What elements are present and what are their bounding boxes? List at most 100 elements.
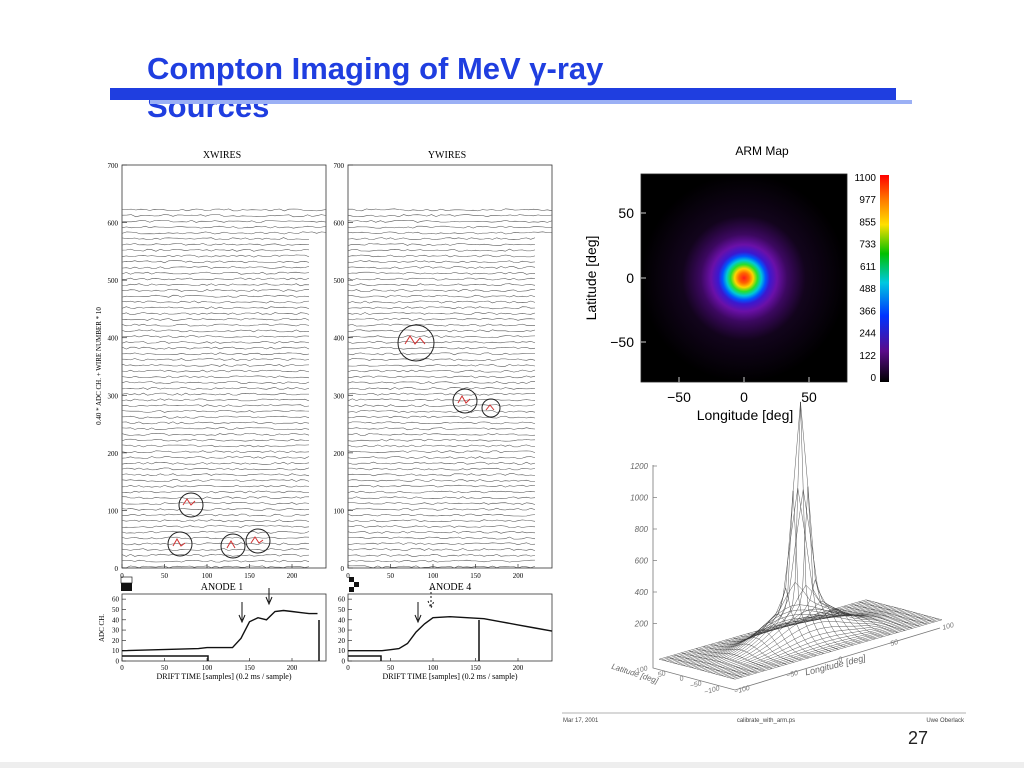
anode1-arrow-1 xyxy=(238,602,246,624)
y-tick-label: 0 xyxy=(626,270,634,286)
title-underline-bar xyxy=(110,88,896,100)
y-tick-label: 600 xyxy=(334,220,345,228)
arm-map-ylabel: Latitude [deg] xyxy=(583,236,599,321)
surface-mesh-line xyxy=(732,622,809,659)
surface-mesh-line xyxy=(769,486,846,648)
wire-trace xyxy=(121,225,327,229)
hit-circle xyxy=(481,398,501,418)
wire-trace xyxy=(347,381,536,384)
wire-trace xyxy=(347,554,536,557)
wire-trace xyxy=(121,450,310,453)
wire-trace xyxy=(347,548,536,551)
surface-mesh-line xyxy=(799,608,876,639)
y-tick-label: 200 xyxy=(334,450,345,458)
wire-trace xyxy=(121,237,310,240)
surface-mesh-line xyxy=(858,601,935,623)
wire-trace xyxy=(347,542,536,545)
wire-trace xyxy=(347,433,536,436)
wire-trace xyxy=(347,473,536,477)
surface-mesh-line xyxy=(734,619,943,680)
wire-trace xyxy=(347,312,536,315)
wire-trace xyxy=(121,415,310,419)
anode1-y-ticks: 0 10 20 30 40 50 60 xyxy=(112,596,126,666)
anode4-y-ticks: 0 10 20 30 40 50 60 xyxy=(338,596,352,666)
y-tick-label: 40 xyxy=(338,616,346,624)
x-tick-label: −100 xyxy=(734,685,751,696)
surface-mesh-line xyxy=(725,630,802,661)
y-tick-label: 10 xyxy=(338,647,346,655)
wire-trace xyxy=(347,421,536,425)
wire-trace xyxy=(347,559,536,563)
wire-trace xyxy=(347,266,536,269)
x-tick-label: 0 xyxy=(740,389,748,405)
anode1-indicator-fill xyxy=(121,583,132,591)
surface-mesh-line xyxy=(784,600,861,644)
wire-trace xyxy=(121,289,310,292)
surface-mesh-line xyxy=(777,578,854,646)
y-tick-label: 300 xyxy=(334,392,345,400)
wire-trace xyxy=(121,548,310,551)
wire-trace xyxy=(121,427,310,430)
y-tick-label: 30 xyxy=(112,627,120,635)
footer-date: Mar 17, 2001 xyxy=(563,718,599,724)
wire-trace xyxy=(121,410,310,413)
wire-trace xyxy=(347,398,536,402)
x-tick-label: 0 xyxy=(838,656,844,664)
anode4-xlabel: DRIFT TIME [samples] (0.2 ms / sample) xyxy=(382,672,517,681)
surface-mesh xyxy=(658,401,943,680)
wire-trace xyxy=(121,565,310,569)
x-tick-label: 0 xyxy=(346,572,350,580)
colorbar-tick-label: 1100 xyxy=(854,173,876,184)
x-tick-label: 150 xyxy=(470,664,481,672)
anode4-arrow-2 xyxy=(427,588,435,610)
x-tick-label: 50 xyxy=(387,572,395,580)
anode1-panel: ANODE 1 0 10 20 30 40 50 60 0 50 100 150 200 ADC C… xyxy=(98,576,327,681)
wire-trace xyxy=(347,444,536,448)
wire-trace xyxy=(347,450,536,454)
title-underline-shadow xyxy=(150,100,912,104)
wire-trace xyxy=(347,565,536,569)
arm-map-y-ticks: 50 0 −50 xyxy=(610,205,646,350)
colorbar-tick-label: 733 xyxy=(859,240,876,251)
wire-trace xyxy=(121,525,310,528)
anode4-frame xyxy=(347,593,553,662)
arm-map: ARM Map 1100 977 855 733 611 488 366 244 122 0 −5… xyxy=(583,144,889,423)
wire-trace xyxy=(121,456,310,459)
anode4-panel: ANODE 4 0 10 20 30 40 50 60 0 50 100 150 200 DRIFT… xyxy=(338,577,553,681)
x-tick-label: 0 xyxy=(346,664,350,672)
wire-trace xyxy=(121,363,310,367)
wire-trace xyxy=(121,358,310,361)
surface-mesh-line xyxy=(681,652,758,673)
wire-trace xyxy=(347,496,536,499)
wire-trace xyxy=(121,467,310,471)
wire-trace xyxy=(121,421,310,425)
wire-trace xyxy=(347,358,536,361)
y-tick-label: −50 xyxy=(689,680,702,690)
wire-trace xyxy=(121,341,310,344)
y-tick-label: 50 xyxy=(338,606,346,614)
wire-trace xyxy=(347,352,535,356)
surface-mesh-line xyxy=(740,613,817,656)
ywires-hit-circles xyxy=(397,324,501,418)
anode4-arrow-1 xyxy=(414,602,422,624)
wire-trace xyxy=(121,312,310,315)
colorbar-tick-label: 244 xyxy=(859,329,876,340)
wire-trace xyxy=(347,277,536,281)
arm-map-xlabel: Longitude [deg] xyxy=(697,407,794,423)
surface-mesh-line xyxy=(806,611,883,637)
wire-trace xyxy=(121,318,310,321)
hit-circle xyxy=(178,492,204,518)
wire-trace xyxy=(347,340,536,344)
wire-trace xyxy=(121,352,310,356)
wire-trace xyxy=(121,404,310,407)
wire-trace xyxy=(347,248,536,252)
wire-trace xyxy=(121,254,310,258)
anode4-x-ticks: 0 50 100 150 200 xyxy=(346,658,524,672)
wire-trace xyxy=(121,283,310,287)
anode1-ylabel: ADC CH. xyxy=(98,614,106,642)
surface-mesh-line xyxy=(865,599,943,620)
wire-trace xyxy=(121,220,327,223)
wire-trace xyxy=(121,496,310,500)
